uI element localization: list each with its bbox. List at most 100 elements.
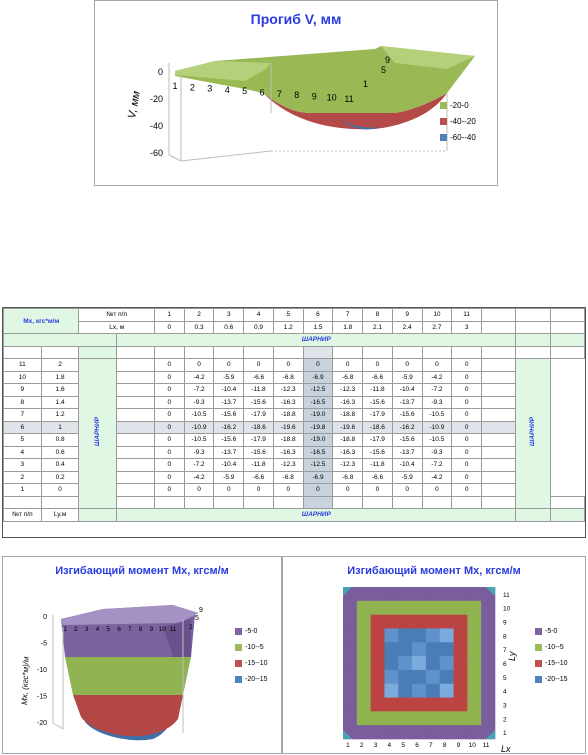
empty-cell xyxy=(481,433,517,447)
moment-value: 0 xyxy=(243,358,274,372)
empty-cell xyxy=(481,345,517,359)
lx-value: 1.2 xyxy=(272,320,304,334)
y-axis-ticks: 1 2 3 4 5 6 7 8 9 10 11 xyxy=(503,592,511,737)
contour-corner xyxy=(486,587,495,596)
moment-value: -4.2 xyxy=(183,370,215,384)
contour-cell xyxy=(343,656,358,671)
x-tick-label: 11 xyxy=(483,742,490,749)
moment-value: -7.2 xyxy=(421,458,453,472)
contour-cell xyxy=(481,614,496,629)
moment-value: -9.3 xyxy=(421,445,453,459)
moment-value: -15.6 xyxy=(213,433,245,447)
y-tick-label: 0 xyxy=(158,67,163,77)
moment-value: -13.7 xyxy=(391,395,423,409)
depth-axis-ticks: 1 59 xyxy=(363,55,390,89)
x-tick-label: 8 xyxy=(139,626,143,633)
empty-cell xyxy=(116,408,155,422)
moment-value: -16.5 xyxy=(302,395,334,409)
empty-cell xyxy=(3,345,42,359)
row-number: 9 xyxy=(3,383,42,397)
moment-value: 0 xyxy=(272,358,304,372)
moment-value: -6.6 xyxy=(362,470,393,484)
contour-cell xyxy=(481,628,496,643)
contour-cell xyxy=(370,711,385,726)
depth-tick-label: 9 xyxy=(199,607,203,614)
empty-cell xyxy=(391,495,423,509)
contour-cell xyxy=(439,711,454,726)
empty-cell xyxy=(481,470,517,484)
moment-value: -15.6 xyxy=(391,408,423,422)
table-row: 5 0.8 0 -10.5 -15.6 -17.9 -18.8 -19.0 -18.8 -17.9… xyxy=(3,433,585,447)
empty-cell xyxy=(78,345,118,359)
contour-cell xyxy=(370,669,385,685)
ly-value: 1.4 xyxy=(40,395,80,409)
surface-band-green-shade xyxy=(175,61,271,81)
x-tick-label: 7 xyxy=(128,626,132,633)
empty-cell xyxy=(421,495,453,509)
moment-value: -5.9 xyxy=(391,470,423,484)
x-tick-label: 3 xyxy=(374,742,378,749)
row-num-header: №т п/п xyxy=(78,308,155,322)
empty-cell xyxy=(116,495,155,509)
contour-cell xyxy=(439,642,454,657)
empty-cell xyxy=(549,508,586,522)
empty-cell xyxy=(213,495,245,509)
empty-cell xyxy=(78,508,118,522)
empty-cell xyxy=(213,345,245,359)
depth-tick-label: 1 xyxy=(363,79,368,89)
empty-cell xyxy=(243,495,274,509)
x-tick-label: 2 xyxy=(360,742,364,749)
x-tick-label: 6 xyxy=(117,626,121,633)
contour-cell xyxy=(481,600,496,615)
contour-cell xyxy=(370,614,385,629)
contour-grid xyxy=(343,587,496,740)
contour-cell xyxy=(398,614,413,629)
moment-table: Mx, кгс*м/м №т п/п 1 2 3 4 5 6 7 8 9 10 11 Lx, м 0 0.3 0… xyxy=(2,307,586,538)
lx-value: 3 xyxy=(451,320,483,334)
depth-tick-label: 5 xyxy=(381,65,386,75)
contour-cell xyxy=(439,614,454,629)
moment-value: -18.8 xyxy=(332,408,364,422)
moment-value: 0 xyxy=(153,433,185,447)
moment-value: -5.9 xyxy=(213,370,245,384)
contour-cell xyxy=(356,628,371,643)
contour-cell xyxy=(356,711,371,726)
contour-cell xyxy=(356,725,371,740)
surface-band-purple-edge xyxy=(163,619,191,657)
x-tick-label: 5 xyxy=(242,86,247,96)
moment-value: 0 xyxy=(451,395,483,409)
legend: -20-0 -40--20 -60--40 xyxy=(440,97,476,145)
y-tick-label: -5 xyxy=(41,641,47,648)
empty-cell xyxy=(515,308,551,322)
header-row-lx: Lx, м 0 0.3 0.6 0.9 1.2 1.5 1.8 2.1 2.4 2.7 3 xyxy=(4,320,586,334)
legend-item: -5-0 xyxy=(535,623,568,639)
contour-cell xyxy=(425,600,441,615)
contour-cell xyxy=(384,628,399,643)
contour-cell xyxy=(356,587,371,602)
legend-label: -20--15 xyxy=(245,675,268,683)
empty-cell xyxy=(549,495,586,509)
contour-cell xyxy=(370,587,385,602)
deflection-chart: Прогиб V, мм 0 -20 -40 -60 1 2 3 4 5 6 7 8 9 10 11 1 5… xyxy=(94,0,498,186)
y-tick-label: 9 xyxy=(503,620,507,627)
empty-cell xyxy=(451,495,483,509)
moment-value: -13.7 xyxy=(391,445,423,459)
x-tick-label: 11 xyxy=(170,626,177,633)
lx-value: 2.7 xyxy=(421,320,453,334)
hinge-label-text: ШАРНИР xyxy=(94,416,102,447)
moment-value: -18.8 xyxy=(272,433,304,447)
empty-cell xyxy=(116,445,155,459)
contour-cell xyxy=(425,697,441,712)
moment-value: -13.7 xyxy=(213,395,245,409)
contour-cell xyxy=(425,587,441,602)
table-row: 11 2 ШАРНИР 0 0 0 0 0 0 0 0 0 0 0 ШАРНИР xyxy=(3,358,585,509)
contour-cell xyxy=(412,697,427,712)
contour-cell xyxy=(467,614,482,629)
contour-cell xyxy=(481,656,496,671)
x-tick-label: 1 xyxy=(63,626,67,633)
y-axis-label: V, мм xyxy=(126,90,143,120)
moment-value: -16.3 xyxy=(332,395,364,409)
moment-value: 0 xyxy=(451,383,483,397)
empty-cell xyxy=(391,345,423,359)
empty-cell xyxy=(515,333,551,347)
